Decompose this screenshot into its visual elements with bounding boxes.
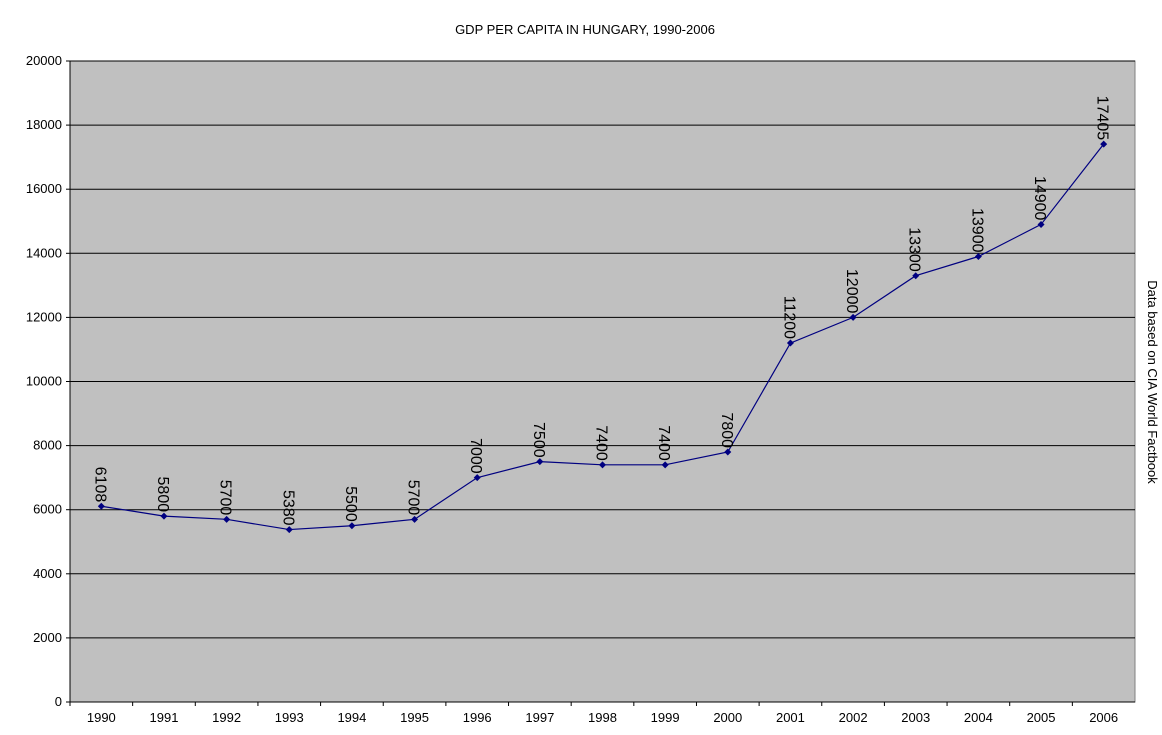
data-label: 5800 [154,477,171,513]
marker [974,253,982,261]
marker [348,522,356,530]
y-tick-label: 12000 [26,309,62,324]
marker [786,339,794,347]
y-tick-label: 16000 [26,181,62,196]
y-tick-label: 20000 [26,53,62,68]
data-label: 5380 [279,490,296,526]
marker [411,515,419,523]
marker [97,502,105,510]
data-label: 6108 [91,467,108,503]
x-tick-label: 1997 [525,710,554,725]
marker [849,313,857,321]
data-label: 14900 [1031,176,1048,221]
marker [223,515,231,523]
x-tick-label: 1991 [150,710,179,725]
data-label: 7400 [655,425,672,461]
y-tick-label: 6000 [33,502,62,517]
marker [661,461,669,469]
data-label: 5700 [217,480,234,516]
marker [285,526,293,534]
y-tick-label: 18000 [26,117,62,132]
y-tick-label: 2000 [33,630,62,645]
y-tick-label: 4000 [33,566,62,581]
x-tick-label: 1990 [87,710,116,725]
x-tick-label: 1995 [400,710,429,725]
x-tick-label: 1993 [275,710,304,725]
x-tick-label: 1994 [337,710,366,725]
data-label: 7000 [467,438,484,474]
data-label: 7400 [593,425,610,461]
chart-title: GDP PER CAPITA IN HUNGARY, 1990-2006 [455,22,715,37]
y-tick-label: 0 [55,694,62,709]
x-tick-label: 2000 [713,710,742,725]
marker [160,512,168,520]
x-tick-label: 2003 [901,710,930,725]
y-tick-label: 8000 [33,438,62,453]
annotation: Data based on CIA World Factbook [1145,280,1160,484]
data-label: 7800 [718,412,735,448]
x-tick-label: 2002 [839,710,868,725]
marker [599,461,606,469]
x-tick-label: 1996 [463,710,492,725]
data-label: 13300 [906,227,923,272]
marker [912,272,920,280]
data-label: 12000 [843,269,860,314]
data-label: 7500 [530,422,547,458]
y-tick-label: 14000 [26,245,62,260]
marker [1037,220,1045,228]
data-label: 13900 [968,208,985,253]
marker [724,448,732,456]
marker [473,474,481,482]
x-tick-label: 1992 [212,710,241,725]
x-tick-label: 2001 [776,710,805,725]
x-tick-label: 2004 [964,710,993,725]
x-tick-label: 1999 [651,710,680,725]
data-label: 5700 [405,480,422,516]
x-tick-label: 2006 [1089,710,1118,725]
marker [536,458,544,466]
y-tick-label: 10000 [26,374,62,389]
data-label: 11200 [780,296,797,339]
x-tick-label: 1998 [588,710,617,725]
data-label: 5500 [342,486,359,522]
marker [1100,140,1108,148]
x-tick-label: 2005 [1027,710,1056,725]
data-label: 17405 [1094,96,1111,141]
